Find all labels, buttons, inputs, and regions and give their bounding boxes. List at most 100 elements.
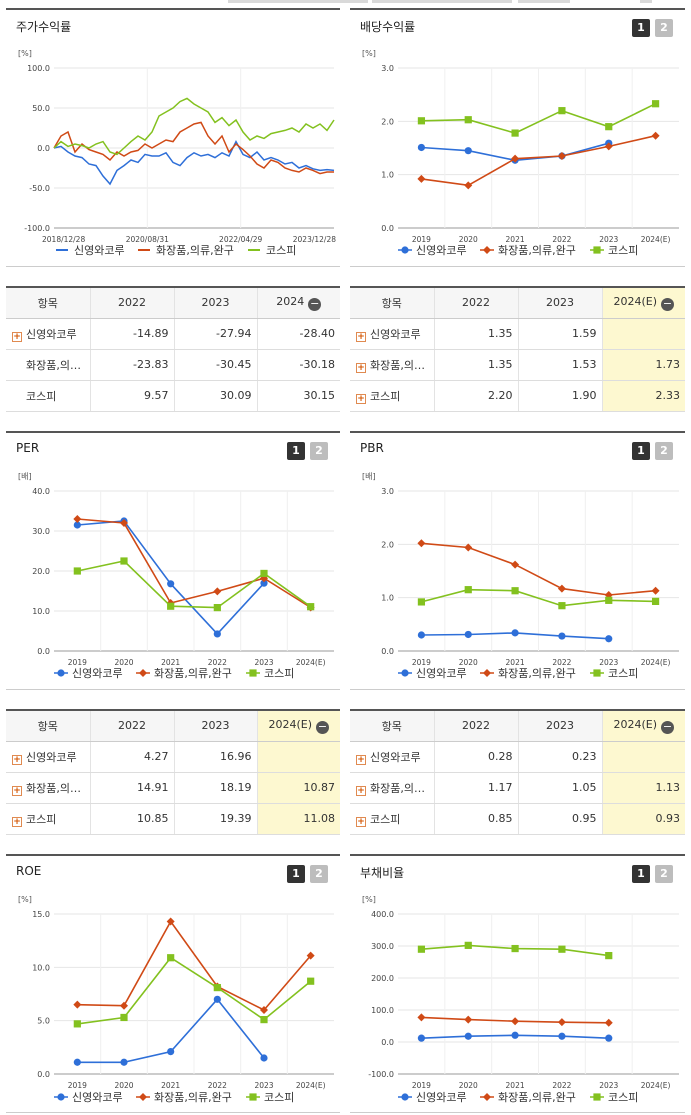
data-point	[604, 142, 613, 151]
collapse-icon[interactable]: −	[308, 296, 322, 311]
top-tab-strip	[0, 0, 691, 4]
data-point	[464, 1015, 473, 1024]
row-name: 코스피	[370, 812, 401, 826]
dividend-chart-title: 배당수익률	[360, 20, 416, 34]
value-cell: 19.39	[173, 803, 257, 835]
x-tick-label: 2022	[208, 658, 227, 667]
data-point	[73, 515, 82, 523]
roe-chart-title: ROE	[16, 864, 42, 878]
dividend-table: 항목 2022 2023 2024(E) − + 신영와코루 1.35 1.59 +…	[350, 286, 685, 412]
x-tick-label: 2021	[506, 1081, 525, 1090]
view-2-button[interactable]: 2	[310, 865, 328, 883]
x-tick-label: 2023	[599, 658, 618, 667]
per-chart-title: PER	[16, 441, 40, 455]
table-row: + 화장품,의류,완구 14.91 18.19 10.87	[6, 772, 340, 804]
x-tick-label: 2020/08/31	[126, 235, 169, 244]
collapse-icon[interactable]: −	[661, 296, 675, 311]
view-1-button[interactable]: 1	[632, 865, 650, 883]
view-2-button[interactable]: 2	[655, 19, 673, 37]
table-row: + 신영와코루 0.28 0.23	[350, 741, 685, 773]
plus-icon[interactable]: +	[12, 754, 22, 765]
value-cell: 0.85	[433, 803, 518, 835]
plus-icon[interactable]: +	[356, 754, 366, 765]
y-tick-label: 10.0	[32, 963, 50, 972]
pbr-chart-title: PBR	[360, 441, 384, 455]
legend-item: 코스피	[590, 1091, 638, 1104]
plus-icon[interactable]: +	[12, 816, 22, 827]
value-cell: 1.17	[433, 772, 518, 804]
roe-line-chart: [%]15.0 10.0 5.0 0.0 2019 2020 2021 2022 2023 202…	[18, 895, 334, 1104]
x-tick-label: 2021	[161, 658, 180, 667]
col-header-label: 2024	[276, 294, 305, 308]
legend-label: 신영와코루	[416, 1091, 467, 1104]
legend-label: 코스피	[608, 244, 638, 257]
y-tick-label: 1.0	[381, 594, 394, 603]
plus-icon[interactable]: +	[356, 331, 366, 342]
data-point	[558, 602, 566, 610]
plus-icon[interactable]: +	[356, 816, 366, 827]
view-1-button[interactable]: 1	[632, 442, 650, 460]
data-point	[464, 586, 472, 594]
view-2-button[interactable]: 2	[655, 442, 673, 460]
table-row: 화장품,의류,완구 -23.83 -30.45 -30.18	[6, 349, 340, 381]
table-row: + 코스피 2.20 1.90 2.33	[350, 380, 685, 412]
dividend-line-chart: [%] 3.0 2.0 1.0 0.0 2019 2020 2021 2022 2023 2024(…	[362, 49, 679, 257]
legend-label: 화장품,의류,완구	[498, 1091, 576, 1104]
y-tick-label: 0.0	[37, 144, 50, 153]
value-cell: 2.20	[433, 380, 518, 412]
value-cell	[601, 741, 685, 773]
data-point	[73, 567, 81, 575]
view-1-button[interactable]: 1	[287, 442, 305, 460]
col-header-2024e: 2024(E) −	[256, 710, 340, 742]
x-tick-label: 2022	[552, 1081, 571, 1090]
col-header: 2022	[89, 287, 174, 319]
x-tick-label: 2019	[412, 1081, 431, 1090]
data-point	[511, 154, 520, 163]
plus-icon[interactable]: +	[356, 785, 366, 796]
value-cell: -30.18	[256, 349, 340, 381]
value-cell: 2.33	[601, 380, 685, 412]
data-point	[120, 1001, 128, 1010]
series-line	[421, 542, 656, 596]
data-point	[417, 117, 426, 125]
value-cell: -30.45	[173, 349, 257, 381]
plus-icon[interactable]: +	[12, 331, 22, 342]
plus-icon[interactable]: +	[356, 362, 366, 373]
view-2-button[interactable]: 2	[310, 442, 328, 460]
row-name-cell: + 화장품,의류,완구	[6, 772, 90, 804]
data-point	[464, 116, 472, 124]
view-2-button[interactable]: 2	[655, 865, 673, 883]
table-row: 코스피 9.57 30.09 30.15	[6, 380, 340, 412]
data-point	[511, 129, 519, 137]
collapse-icon[interactable]: −	[316, 719, 330, 734]
data-point	[417, 1013, 426, 1022]
y-tick-label: 300.0	[371, 942, 394, 951]
plus-icon[interactable]: +	[12, 785, 22, 796]
value-cell: 1.59	[517, 318, 602, 350]
legend-item: 화장품,의류,완구	[480, 244, 576, 257]
row-name: 코스피	[26, 389, 57, 403]
series-line	[421, 134, 656, 187]
value-cell: 1.13	[601, 772, 685, 804]
plus-icon[interactable]: +	[356, 393, 366, 404]
data-point	[593, 1093, 601, 1101]
pbr-line-chart: [배] 3.0 2.0 1.0 0.0 2019 2020 2021 2022 2023 2024(…	[362, 472, 679, 680]
value-cell: 18.19	[173, 772, 257, 804]
value-cell: 4.27	[89, 741, 174, 773]
row-name: 신영와코루	[370, 327, 421, 341]
legend-item: 화장품,의류,완구	[480, 1091, 576, 1104]
col-header: 2023	[517, 710, 602, 742]
legend-item: 신영와코루	[54, 667, 123, 680]
data-point	[139, 1093, 147, 1101]
pbr-table: 항목 2022 2023 2024(E) − + 신영와코루 0.28 0.23 +…	[350, 709, 685, 835]
x-tick-label: 2023	[254, 1081, 273, 1090]
debt-ratio-line-chart: [%] 400.0 300.0 200.0 100.0 0.0 -100.0 2019 2020…	[362, 895, 679, 1104]
legend-item: 화장품,의류,완구	[138, 244, 234, 257]
collapse-icon[interactable]: −	[661, 719, 675, 734]
view-1-button[interactable]: 1	[287, 865, 305, 883]
legend-item: 코스피	[590, 667, 638, 680]
row-name-cell: + 코스피	[6, 803, 90, 835]
view-1-button[interactable]: 1	[632, 19, 650, 37]
